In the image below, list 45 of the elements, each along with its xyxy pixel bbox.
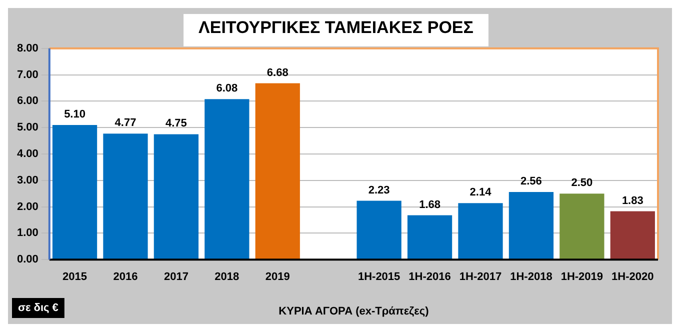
y-tick-label: 8.00 xyxy=(16,42,38,54)
data-label: 2.50 xyxy=(571,177,593,190)
x-tick-label: 2019 xyxy=(265,271,290,284)
data-label: 5.10 xyxy=(64,108,86,120)
chart-title: ΛΕΙΤΟΥΡΓΙΚΕΣ ΤΑΜΕΙΑΚΕΣ ΡΟΕΣ xyxy=(198,18,474,37)
bar xyxy=(356,200,402,260)
bar xyxy=(508,192,554,260)
bar xyxy=(560,194,604,260)
y-tick-label: 0.00 xyxy=(16,254,38,266)
bar xyxy=(255,83,300,260)
data-label: 2.14 xyxy=(470,186,492,199)
data-label: 2.23 xyxy=(368,184,390,196)
y-tick-label: 7.00 xyxy=(16,68,38,81)
x-tick-label: 2015 xyxy=(62,271,88,284)
y-tick-label: 3.00 xyxy=(16,174,38,186)
x-tick-label: 1H-2015 xyxy=(358,271,400,284)
bar xyxy=(204,99,250,260)
bar xyxy=(103,134,148,260)
x-axis-title: ΚΥΡΙΑ ΑΓΟΡΑ (ex-Τράπεζες) xyxy=(278,305,430,318)
data-label: 1.83 xyxy=(622,194,644,207)
x-tick-label: 1H-2016 xyxy=(408,271,451,284)
text: σε δις € xyxy=(18,302,58,314)
x-tick-label: 1H-2019 xyxy=(560,271,604,284)
data-label: 6.68 xyxy=(266,66,288,79)
y-tick-label: 4.00 xyxy=(16,148,38,160)
data-label: 1.68 xyxy=(419,198,440,211)
x-tick-label: 2017 xyxy=(164,271,188,284)
data-label: 2.56 xyxy=(520,176,542,188)
data-label: 4.75 xyxy=(165,118,187,130)
data-label: 4.77 xyxy=(114,117,136,130)
bar xyxy=(458,203,503,260)
bar xyxy=(154,134,199,260)
bar xyxy=(407,215,452,260)
y-tick-label: 5.00 xyxy=(16,122,38,134)
x-tick-label: 1H-2020 xyxy=(612,271,654,284)
bar xyxy=(52,124,98,260)
x-tick-label: 1H-2018 xyxy=(510,271,552,284)
data-label: 6.08 xyxy=(216,82,238,95)
x-tick-label: 1H-2017 xyxy=(459,271,502,284)
y-tick-label: 1.00 xyxy=(16,227,38,240)
x-tick-label: 2018 xyxy=(214,271,240,284)
x-tick-label: 2016 xyxy=(113,271,138,284)
y-tick-label: 6.00 xyxy=(16,95,38,108)
bar xyxy=(610,211,655,260)
y-tick-label: 2.00 xyxy=(16,200,38,213)
